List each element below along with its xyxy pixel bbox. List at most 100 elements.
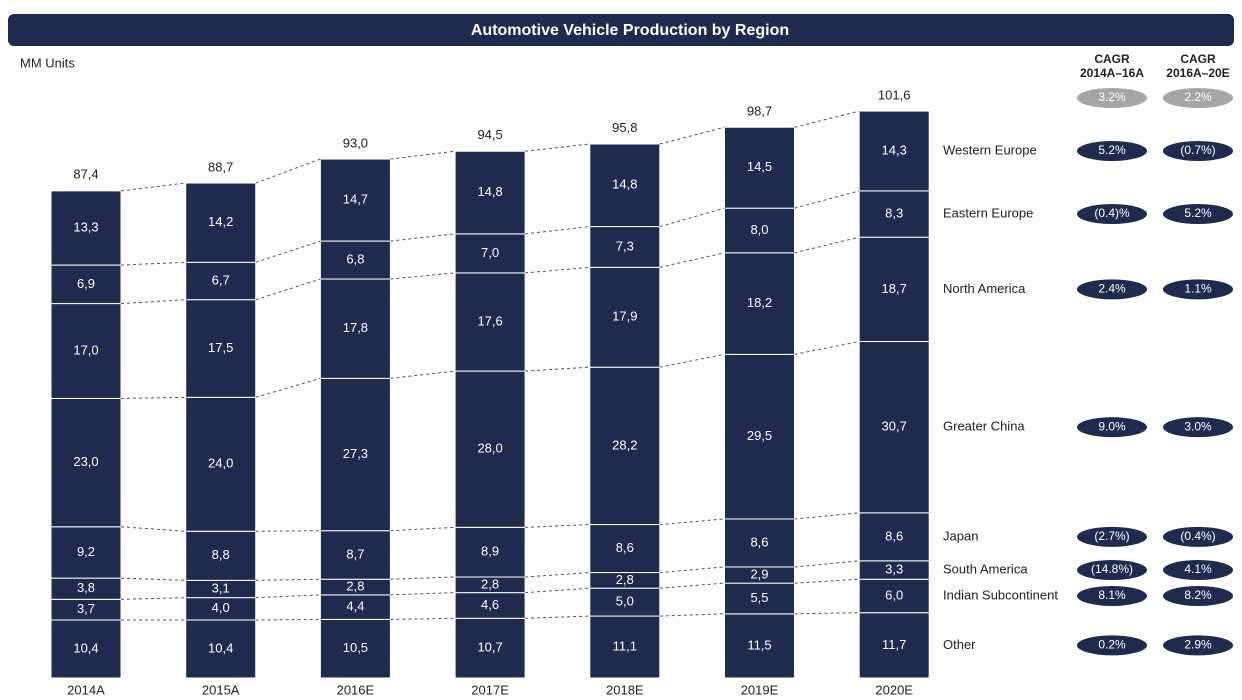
connector [255, 578, 321, 581]
x-tick-label: 2019E [741, 682, 779, 697]
segment-label: 27,3 [343, 446, 368, 461]
bar-segment [724, 353, 795, 520]
cagr-label: 2.4% [1098, 282, 1126, 296]
connector [659, 252, 725, 268]
segment-label: 8,7 [346, 546, 364, 561]
cagr-pill [1077, 88, 1147, 108]
connector [525, 615, 590, 619]
cagr-label: 8.2% [1184, 588, 1212, 602]
segment-label: 14,2 [208, 214, 233, 229]
segment-label: 17,8 [343, 320, 368, 335]
connector [525, 524, 590, 528]
connector [120, 597, 186, 600]
segment-label: 29,5 [747, 428, 772, 443]
connector [659, 126, 725, 145]
segment-label: 4,6 [481, 597, 499, 612]
segment-label: 18,2 [747, 295, 772, 310]
bar-segment [319, 240, 391, 280]
segment-label: 8,8 [212, 547, 230, 562]
segment-label: 3,7 [77, 601, 95, 616]
connector [525, 366, 590, 372]
connector [390, 592, 456, 596]
segment-label: 6,0 [885, 587, 903, 602]
segment-label: 14,3 [882, 142, 907, 157]
cagr-label: 5.2% [1184, 206, 1212, 220]
cagr-label: 5.2% [1098, 143, 1126, 157]
segment-label: 8,3 [885, 205, 903, 220]
cagr-label: 3.0% [1184, 419, 1212, 433]
bar-segment [50, 619, 122, 679]
cagr-pill [1163, 140, 1233, 161]
unit-label: MM Units [20, 55, 75, 70]
segment-label: 8,0 [750, 222, 768, 237]
bar-segment [454, 370, 526, 528]
connector [255, 158, 321, 184]
bar-segment [858, 236, 930, 343]
segment-label: 10,5 [343, 640, 368, 655]
connector [390, 272, 456, 280]
bar-segment [319, 594, 391, 620]
bar-segment [589, 615, 661, 679]
total-label: 101,6 [878, 88, 911, 103]
segment-label: 17,9 [612, 309, 637, 324]
bar-segment [185, 396, 257, 532]
bar-segment [454, 526, 526, 578]
bar-segment [858, 341, 930, 514]
segment-label: 14,7 [343, 192, 368, 207]
segment-label: 11,5 [747, 637, 771, 652]
bar-segment [185, 261, 257, 301]
connector [794, 578, 860, 584]
bar-segment [858, 110, 930, 192]
segment-label: 6,9 [77, 276, 95, 291]
segment-label: 6,8 [346, 251, 364, 266]
segment-label: 8,6 [885, 528, 903, 543]
cagr-pill [1163, 204, 1233, 225]
connector [525, 266, 590, 274]
connector [390, 526, 456, 532]
segment-label: 7,0 [481, 245, 499, 260]
bar-segment [724, 613, 795, 679]
bar-segment [319, 278, 391, 379]
connector [794, 236, 860, 254]
x-tick-label: 2018E [606, 682, 644, 697]
connector [525, 572, 590, 578]
connector [659, 582, 725, 589]
connector [794, 110, 860, 128]
segment-label: 17,0 [73, 342, 98, 357]
connector [390, 370, 456, 379]
cagr-label: (0.4)% [1094, 206, 1130, 220]
connector [659, 207, 725, 228]
connector [659, 518, 725, 526]
bar-segment [589, 143, 661, 228]
segment-label: 5,0 [616, 594, 634, 609]
segment-label: 3,8 [77, 580, 95, 595]
bar-segment [454, 150, 526, 235]
cagr-pill [1077, 279, 1147, 300]
connector [390, 617, 456, 620]
connector [255, 530, 321, 532]
segment-label: 10,7 [477, 640, 502, 655]
bar-segment [319, 158, 391, 242]
cagr-pill [1077, 585, 1147, 606]
segment-label: 14,8 [612, 177, 637, 192]
cagr-label: 9.0% [1098, 419, 1126, 433]
bar-segment [724, 207, 795, 254]
bar-segment [724, 582, 795, 615]
region-label: Japan [943, 528, 978, 543]
connector [390, 150, 456, 160]
cagr-label: (0.4%) [1180, 529, 1215, 543]
connector [120, 526, 186, 532]
connector [255, 618, 321, 621]
segment-label: 14,8 [477, 184, 502, 199]
connector [794, 190, 860, 209]
total-label: 98,7 [747, 104, 772, 119]
segment-label: 7,3 [616, 238, 634, 253]
segment-label: 13,3 [73, 219, 98, 234]
region-label: Greater China [943, 419, 1025, 434]
segment-label: 17,5 [208, 340, 233, 355]
cagr-header: 2014A–16A [1080, 66, 1144, 80]
bar-segment [858, 612, 930, 679]
connector [120, 396, 186, 399]
cagr-label: (0.7%) [1180, 143, 1215, 157]
connector [255, 377, 321, 398]
